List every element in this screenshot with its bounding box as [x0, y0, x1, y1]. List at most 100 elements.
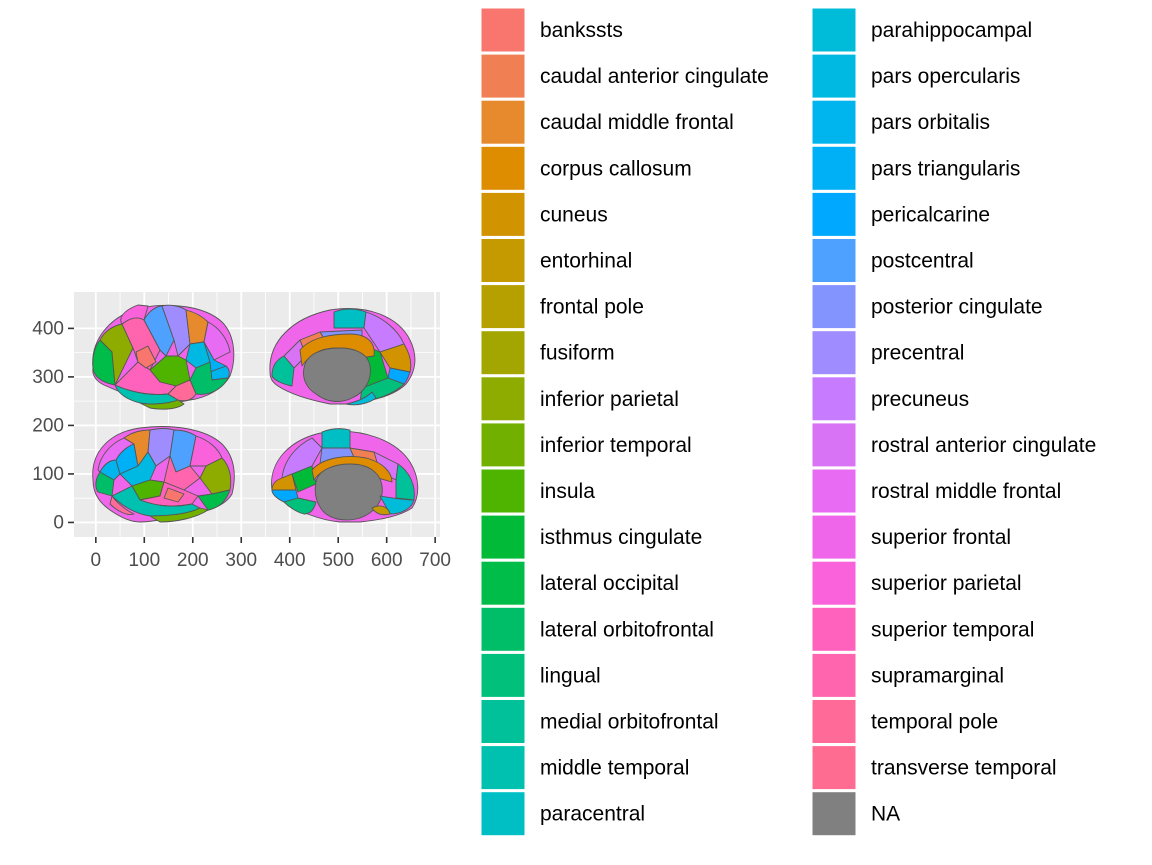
legend-label: precentral [871, 342, 964, 365]
legend-key [480, 53, 526, 99]
region-inferior-temporal [139, 399, 185, 410]
legend: bankssts caudal anterior cingulate caudal … [480, 7, 1096, 837]
legend-key [480, 99, 526, 145]
brain-atlas-shapes [92, 304, 419, 523]
legend-label: lateral orbitofrontal [540, 618, 714, 641]
legend-label: superior frontal [871, 526, 1011, 549]
region-rostral-middle-frontal [203, 321, 231, 361]
legend-key [811, 376, 857, 422]
x-tick-label: 600 [371, 550, 403, 571]
region-bankssts [163, 487, 185, 503]
x-tick-label: 100 [128, 550, 160, 571]
legend-key [480, 652, 526, 698]
legend-label: posterior cingulate [871, 296, 1043, 319]
legend-label: NA [871, 803, 900, 826]
region-inferior-parietal [99, 323, 134, 386]
x-tick-label: 700 [419, 550, 451, 571]
axes: 0 100 200 300 400 500 600 700 0 100 200 300 400 [32, 318, 451, 571]
br-subcortical-na [314, 463, 383, 521]
legend-label: paracentral [540, 803, 645, 826]
legend-key [811, 514, 857, 560]
legend-label: parahippocampal [871, 19, 1032, 42]
tr-subcortical-na [303, 347, 371, 402]
legend-key [811, 191, 857, 237]
legend-key [811, 422, 857, 468]
x-tick-label: 200 [177, 550, 209, 571]
legend-key [480, 145, 526, 191]
region-precuneus [281, 437, 323, 479]
legend-key [811, 330, 857, 376]
legend-label: superior temporal [871, 618, 1034, 641]
region-bankssts [135, 345, 157, 369]
legend-key [480, 238, 526, 283]
legend-label: inferior parietal [540, 388, 679, 411]
legend-label: medial orbitofrontal [540, 711, 719, 734]
region-paracentral [333, 308, 367, 329]
region-inferior-temporal [149, 507, 209, 523]
region-parahippocampal [345, 391, 377, 406]
legend-key [811, 145, 857, 191]
legend-label: bankssts [540, 19, 623, 42]
y-tick-label: 100 [32, 464, 64, 485]
legend-key [480, 699, 526, 744]
legend-key [811, 7, 857, 53]
legend-key [480, 330, 526, 376]
legend-key [480, 745, 526, 791]
legend-label: pars opercularis [871, 65, 1020, 88]
legend-key [480, 468, 526, 514]
region-superior-parietal [120, 304, 149, 325]
legend-label: postcentral [871, 250, 974, 273]
legend-label: entorhinal [540, 250, 632, 273]
y-tick-label: 300 [32, 367, 64, 388]
legend-key [480, 376, 526, 422]
region-precentral [161, 304, 191, 357]
legend-key [811, 468, 857, 514]
x-tick-label: 400 [274, 550, 306, 571]
legend-label: precuneus [871, 388, 969, 411]
x-tick-label: 300 [225, 550, 257, 571]
legend-key [811, 560, 857, 606]
y-tick-label: 400 [32, 318, 64, 339]
legend-key [480, 7, 526, 53]
legend-key [811, 745, 857, 791]
region-postcentral [143, 305, 175, 357]
legend-key [811, 284, 857, 330]
legend-label: pars triangularis [871, 157, 1020, 180]
legend-key [811, 238, 857, 283]
legend-label: lingual [540, 664, 601, 687]
legend-key [480, 560, 526, 606]
y-tick-label: 0 [53, 512, 64, 533]
legend-label: insula [540, 480, 595, 503]
region-precentral [147, 428, 175, 467]
legend-key [480, 791, 526, 837]
legend-key [480, 284, 526, 330]
legend-key [811, 652, 857, 698]
legend-label: pericalcarine [871, 203, 990, 226]
legend-label: caudal middle frontal [540, 111, 734, 134]
region-medial-orbitofrontal [395, 463, 415, 501]
x-tick-label: 500 [322, 550, 354, 571]
legend-label: inferior temporal [540, 434, 692, 457]
legend-key [811, 791, 857, 837]
region-paracentral [321, 428, 351, 449]
region-temporal-pole [109, 495, 135, 515]
region-cuneus [271, 473, 297, 491]
legend-label: fusiform [540, 342, 615, 365]
legend-key [811, 53, 857, 99]
legend-key [480, 422, 526, 468]
y-tick-label: 200 [32, 415, 64, 436]
region-lingual [283, 497, 317, 515]
legend-label: superior parietal [871, 572, 1022, 595]
legend-label: frontal pole [540, 296, 644, 319]
legend-label: rostral middle frontal [871, 480, 1061, 503]
legend-label: lateral occipital [540, 572, 679, 595]
legend-label: pars orbitalis [871, 111, 990, 134]
x-tick-label: 0 [91, 550, 102, 571]
legend-label: cuneus [540, 203, 608, 226]
region-entorhinal [371, 505, 391, 516]
legend-label: isthmus cingulate [540, 526, 702, 549]
legend-label: rostral anterior cingulate [871, 434, 1096, 457]
legend-key [811, 699, 857, 744]
legend-label: middle temporal [540, 757, 689, 780]
